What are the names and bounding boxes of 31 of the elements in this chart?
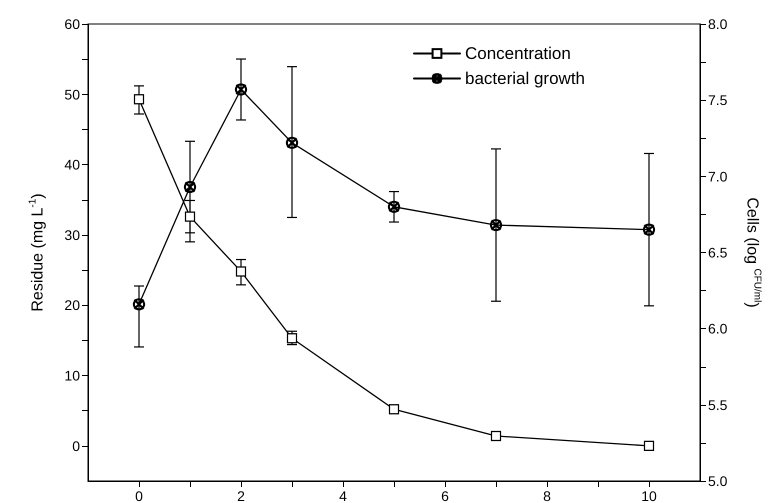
- point: [236, 266, 246, 277]
- x-tick-label: 8: [543, 488, 552, 503]
- point: [644, 440, 654, 451]
- y2-tick-label: 5.0: [708, 473, 728, 489]
- x-tick-label: 6: [441, 488, 450, 503]
- x-tick-label: 10: [641, 488, 657, 503]
- y-tick-label: 30: [64, 226, 80, 243]
- x-tick-label: 2: [237, 488, 246, 503]
- y2-tick-label: 6.0: [708, 320, 728, 337]
- y-tick-label: 40: [64, 156, 80, 173]
- point: [490, 430, 502, 442]
- y2-tick-label: 5.5: [708, 396, 728, 413]
- y2-tick-label: 8.0: [708, 16, 728, 32]
- y-tick-label: 0: [72, 438, 80, 454]
- y-tick-label: 10: [64, 368, 80, 384]
- x-tick-label: 0: [135, 488, 144, 503]
- y2-axis-title: Cells (log CFU/ml): [744, 197, 762, 308]
- y2-tick-label: 7.0: [708, 168, 728, 184]
- legend-label: bacterial growth: [464, 69, 586, 88]
- point: [286, 333, 298, 344]
- legend-label: Concentration: [464, 44, 571, 63]
- y2-tick-label: 7.5: [708, 92, 728, 108]
- y-tick-label: 50: [64, 86, 80, 102]
- point: [388, 404, 400, 414]
- y-axis-title: Residue (mg L-1): [28, 193, 46, 312]
- point: [134, 94, 144, 104]
- y2-tick-label: 6.5: [708, 244, 728, 260]
- y-tick-label: 60: [64, 16, 80, 32]
- y-tick-label: 20: [64, 297, 80, 314]
- point: [184, 212, 196, 222]
- x-tick-label: 4: [339, 488, 348, 503]
